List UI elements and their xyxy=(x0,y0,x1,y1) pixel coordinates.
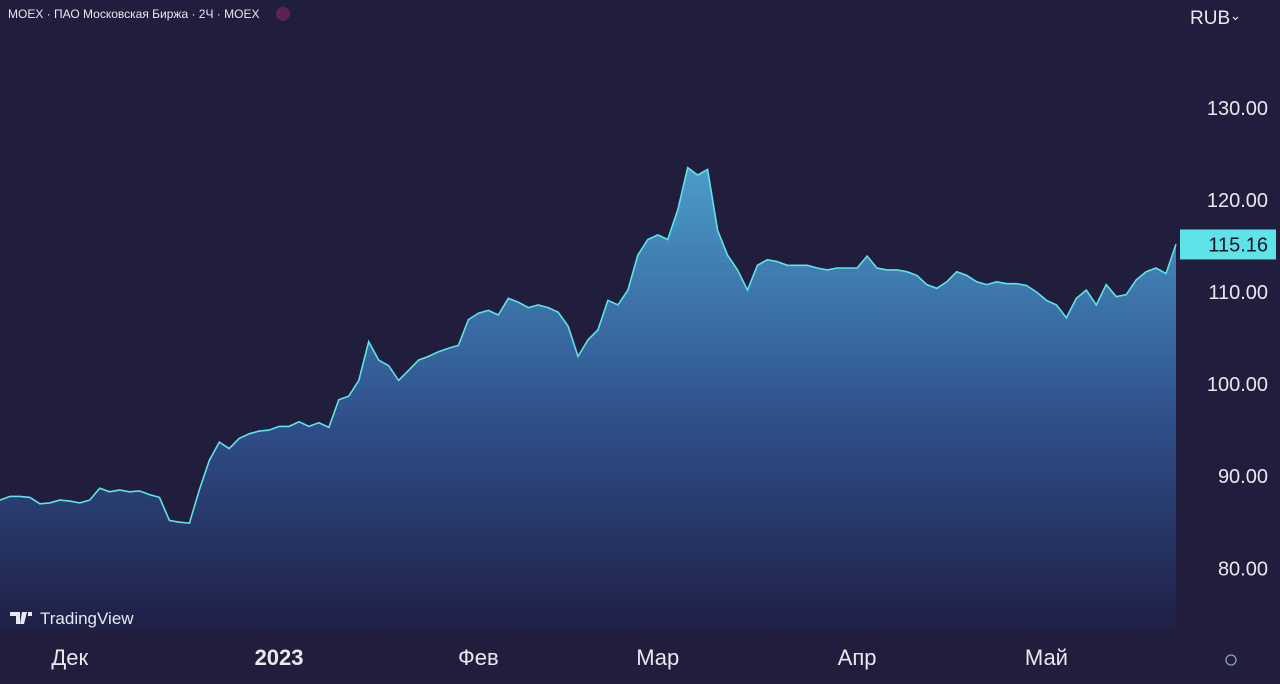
y-tick-label: 110.00 xyxy=(1208,282,1268,304)
y-tick-label: 120.00 xyxy=(1207,190,1268,212)
x-tick-label: Фев xyxy=(458,645,499,670)
x-tick-label: Мар xyxy=(636,645,679,670)
y-tick-label: 100.00 xyxy=(1207,374,1268,396)
tv-logo xyxy=(10,612,32,624)
price-line xyxy=(0,166,1177,525)
area-fill xyxy=(0,167,1176,630)
chart-title: MOEX · ПАО Московская Биржа · 2Ч · MOEX xyxy=(8,7,259,21)
last-price-label: 115.16 xyxy=(1208,234,1268,256)
currency-chevron xyxy=(1232,16,1239,21)
x-tick-label: Дек xyxy=(51,645,88,670)
status-icon[interactable] xyxy=(276,7,290,21)
watermark: TradingView xyxy=(40,609,134,628)
settings-icon[interactable] xyxy=(1225,654,1237,666)
y-tick-label: 90.00 xyxy=(1218,466,1268,488)
y-tick-label: 130.00 xyxy=(1207,98,1268,120)
x-tick-label: Май xyxy=(1025,645,1068,670)
x-tick-label: Апр xyxy=(838,645,877,670)
y-tick-label: 80.00 xyxy=(1218,558,1268,580)
x-tick-label: 2023 xyxy=(255,645,304,670)
last-price-tag xyxy=(1180,229,1276,260)
currency-label[interactable]: RUB xyxy=(1190,8,1230,29)
plot-area xyxy=(0,166,1177,630)
